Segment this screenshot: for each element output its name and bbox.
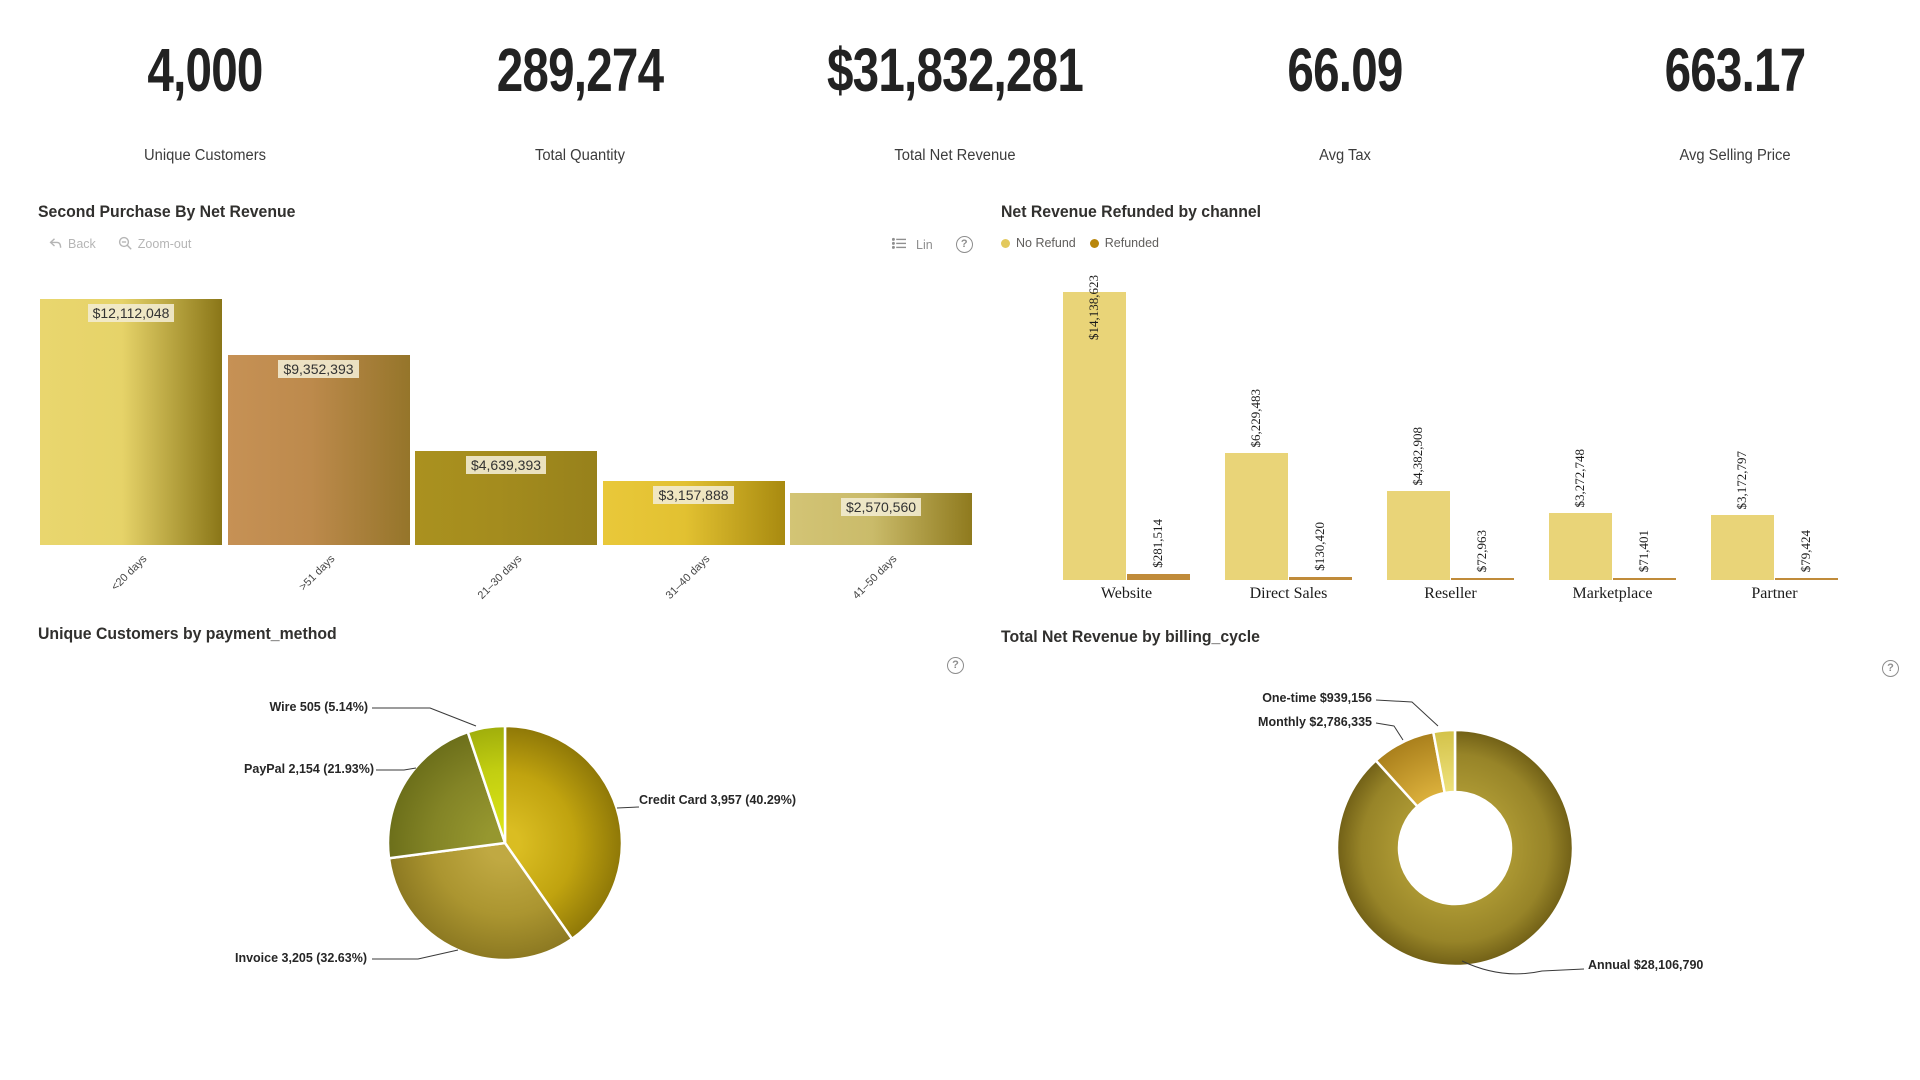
- bar-<20 days[interactable]: [40, 299, 222, 545]
- bar-value-label: $14,138,623: [1085, 275, 1101, 340]
- help-icon[interactable]: ?: [947, 657, 964, 674]
- x-axis-label: 21–30 days: [475, 553, 525, 602]
- back-button[interactable]: Back: [48, 236, 96, 251]
- bar-value-label: $3,272,748: [1571, 448, 1587, 508]
- kpi-value: 663.17: [1664, 36, 1807, 104]
- billing-cycle-donut-chart: [1335, 699, 1585, 975]
- help-icon[interactable]: ?: [1882, 660, 1899, 677]
- kpi-label: Unique Customers: [144, 147, 266, 164]
- refund-chart-title: Net Revenue Refunded by channel: [1001, 202, 1262, 221]
- kpi-card-avg-selling-price: 663.17 Avg Selling Price: [1555, 40, 1915, 165]
- bar-no-refund-Partner[interactable]: [1711, 515, 1774, 580]
- second-purchase-title: Second Purchase By Net Revenue: [38, 202, 296, 221]
- pie-chart-title: Unique Customers by payment_method: [38, 624, 337, 643]
- x-axis-label: >51 days: [296, 553, 337, 594]
- donut-label-one-time: One-time $939,156: [1262, 691, 1372, 705]
- bar-refunded-Partner[interactable]: [1775, 578, 1838, 580]
- bar-value-label: $2,570,560: [840, 498, 922, 516]
- pie-slice-Wire[interactable]: [466, 724, 507, 845]
- kpi-value: 289,274: [496, 36, 664, 104]
- back-arrow-icon: [49, 238, 62, 248]
- x-axis-label: Direct Sales: [1249, 585, 1328, 602]
- bar-value-label: $9,352,393: [278, 360, 359, 378]
- bar-refunded-Direct Sales[interactable]: [1289, 577, 1352, 580]
- pie-label-invoice: Invoice 3,205 (32.63%): [234, 951, 367, 965]
- bar-no-refund-Reseller[interactable]: [1387, 491, 1450, 580]
- pie-slice-PayPal[interactable]: [386, 730, 507, 860]
- bar-refunded-Marketplace[interactable]: [1613, 578, 1676, 580]
- kpi-label: Avg Selling Price: [1679, 147, 1791, 164]
- bar-value-label: $71,401: [1635, 529, 1651, 572]
- kpi-card-total-net-revenue: $31,832,281 Total Net Revenue: [775, 40, 1135, 165]
- x-axis-label: <20 days: [109, 553, 150, 594]
- bar-value-label: $4,382,908: [1409, 426, 1425, 486]
- kpi-value: 4,000: [147, 36, 263, 104]
- x-axis-label: 31–40 days: [663, 553, 712, 602]
- bar-value-label: $130,420: [1311, 522, 1327, 571]
- donut-slice-One-time[interactable]: [1432, 728, 1457, 795]
- legend-item-no-refund[interactable]: No Refund: [1016, 236, 1076, 250]
- bar-refunded-Reseller[interactable]: [1451, 578, 1514, 580]
- donut-leader-lines: [1375, 699, 1585, 975]
- kpi-card-unique-customers: 4,000 Unique Customers: [25, 40, 385, 165]
- bar-no-refund-Marketplace[interactable]: [1549, 513, 1612, 580]
- x-axis-label: Marketplace: [1572, 585, 1653, 602]
- bar-no-refund-Direct Sales[interactable]: [1225, 453, 1288, 580]
- pie-label-paypal: PayPal 2,154 (21.93%): [244, 762, 374, 776]
- bar-value-label: $4,639,393: [465, 456, 547, 474]
- pie-label-credit-card: Credit Card 3,957 (40.29%): [639, 793, 797, 807]
- x-axis-label: Partner: [1751, 585, 1798, 602]
- donut-label-monthly: Monthly $2,786,335: [1258, 715, 1372, 729]
- kpi-value: 66.09: [1287, 36, 1403, 104]
- legend-dot-no-refund: [1001, 238, 1010, 248]
- kpi-card-total-quantity: 289,274 Total Quantity: [400, 40, 760, 165]
- pie-slice-Credit Card[interactable]: [503, 724, 624, 941]
- chart-options: Lin ?: [891, 236, 973, 253]
- help-icon[interactable]: ?: [955, 236, 973, 253]
- bar-value-label: $281,514: [1149, 519, 1165, 568]
- donut-slice-Annual[interactable]: [1335, 728, 1575, 968]
- x-axis-label: Website: [1100, 585, 1153, 602]
- zoom-out-button[interactable]: Zoom-out: [118, 236, 192, 251]
- pie-label-wire: Wire 505 (5.14%): [269, 700, 368, 714]
- back-label: Back: [68, 236, 96, 251]
- kpi-card-avg-tax: 66.09 Avg Tax: [1165, 40, 1525, 165]
- kpi-label: Total Quantity: [534, 147, 626, 164]
- x-axis-label: 41–50 days: [850, 553, 900, 602]
- bar-value-label: $79,424: [1797, 529, 1813, 572]
- bar-value-label: $72,963: [1473, 529, 1489, 572]
- donut-chart-title: Total Net Revenue by billing_cycle: [1001, 627, 1260, 646]
- zoom-out-icon: [118, 236, 132, 250]
- kpi-label: Total Net Revenue: [894, 147, 1016, 164]
- refund-legend: No Refund Refunded: [1001, 236, 1169, 250]
- kpi-label: Avg Tax: [1319, 147, 1371, 164]
- legend-dot-refunded: [1089, 238, 1099, 248]
- bar->51 days[interactable]: [227, 355, 410, 545]
- bar-value-label: $3,157,888: [653, 486, 734, 504]
- payment-method-pie-chart: [372, 707, 640, 962]
- list-icon[interactable]: [891, 237, 907, 253]
- pie-leader-lines: [372, 707, 640, 960]
- lin-scale-toggle[interactable]: Lin: [916, 237, 933, 252]
- bar-no-refund-Website[interactable]: [1063, 292, 1126, 580]
- bar-refunded-Website[interactable]: [1127, 574, 1190, 580]
- x-axis-label: Reseller: [1424, 585, 1477, 602]
- bar-value-label: $12,112,048: [87, 304, 175, 322]
- zoom-out-label: Zoom-out: [137, 236, 192, 251]
- donut-label-annual: Annual $28,106,790: [1588, 958, 1704, 972]
- legend-item-refunded[interactable]: Refunded: [1104, 236, 1159, 250]
- bar-value-label: $6,229,483: [1247, 388, 1263, 448]
- chart-toolbar: Back Zoom-out: [48, 236, 191, 251]
- bar-value-label: $3,172,797: [1733, 450, 1749, 510]
- kpi-value: $31,832,281: [826, 36, 1084, 104]
